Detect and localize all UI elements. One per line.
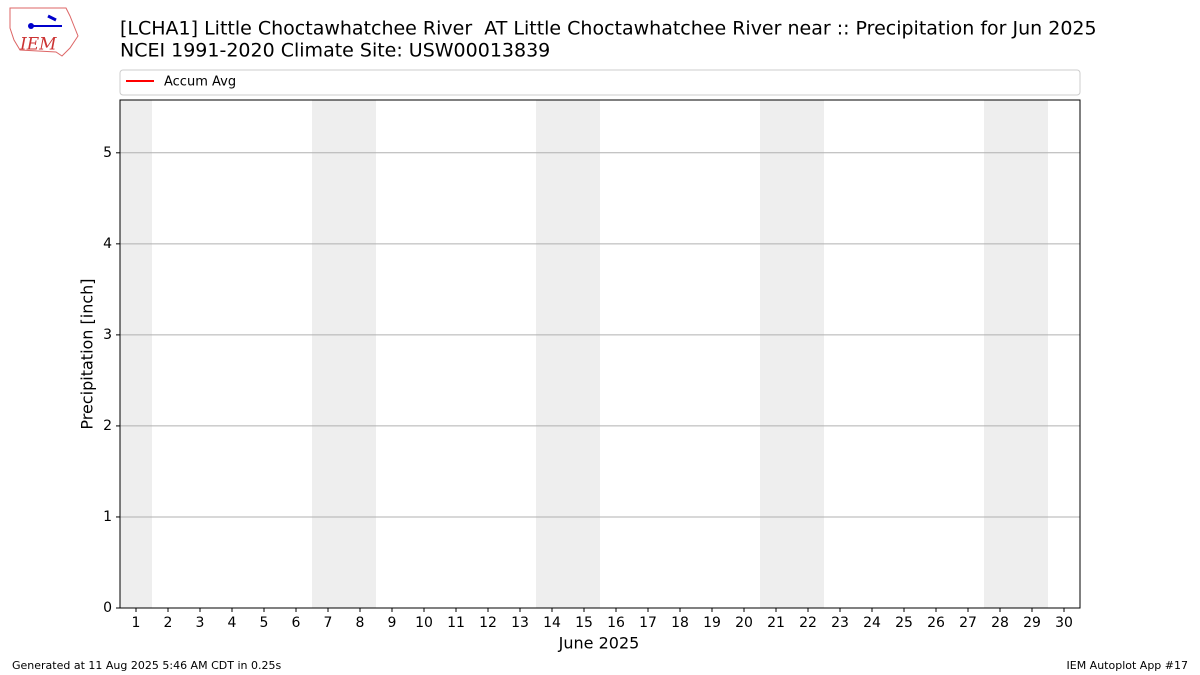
chart-title: [LCHA1] Little Choctawhatchee River AT L… (120, 18, 1097, 40)
weekend-band (984, 100, 1048, 608)
x-tick-label: 6 (292, 615, 301, 631)
footer-right: IEM Autoplot App #17 (1067, 659, 1189, 672)
x-tick-label: 12 (479, 615, 497, 631)
x-tick-label: 15 (575, 615, 593, 631)
x-tick-label: 24 (863, 615, 881, 631)
x-tick-label: 3 (196, 615, 205, 631)
x-tick-label: 23 (831, 615, 849, 631)
x-tick-label: 9 (388, 615, 397, 631)
x-tick-label: 21 (767, 615, 785, 631)
x-tick-label: 26 (927, 615, 945, 631)
legend-box (119, 69, 1081, 96)
x-axis-label: June 2025 (558, 634, 640, 653)
x-tick-label: 1 (132, 615, 141, 631)
weekend-band (120, 100, 152, 608)
x-tick-label: 5 (260, 615, 269, 631)
x-tick-label: 4 (228, 615, 237, 631)
weekend-band (312, 100, 376, 608)
x-tick-label: 22 (799, 615, 817, 631)
x-tick-label: 8 (356, 615, 365, 631)
y-tick-label: 5 (103, 145, 112, 161)
x-tick-label: 20 (735, 615, 753, 631)
y-axis-label: Precipitation [inch] (78, 278, 97, 429)
weekend-band (536, 100, 600, 608)
legend-label: Accum Avg (164, 75, 236, 90)
logo: IEM (9, 7, 79, 57)
y-tick-label: 0 (103, 600, 112, 616)
x-tick-label: 25 (895, 615, 913, 631)
y-tick-label: 4 (103, 236, 112, 252)
x-tick-label: 14 (543, 615, 561, 631)
x-tick-label: 18 (671, 615, 689, 631)
x-tick-label: 30 (1055, 615, 1073, 631)
x-tick-label: 7 (324, 615, 333, 631)
x-tick-label: 17 (639, 615, 657, 631)
y-tick-label: 3 (103, 327, 112, 343)
x-tick-label: 10 (415, 615, 433, 631)
y-tick-label: 2 (103, 418, 112, 434)
weekend-band (760, 100, 824, 608)
x-tick-label: 29 (1023, 615, 1041, 631)
x-tick-label: 2 (164, 615, 173, 631)
x-tick-label: 16 (607, 615, 625, 631)
logo-text: IEM (19, 35, 57, 55)
x-tick-label: 11 (447, 615, 465, 631)
plot-frame (119, 99, 1081, 609)
chart-subtitle: NCEI 1991-2020 Climate Site: USW00013839 (120, 40, 550, 62)
x-tick-label: 28 (991, 615, 1009, 631)
x-tick-label: 27 (959, 615, 977, 631)
x-tick-label: 13 (511, 615, 529, 631)
x-tick-label: 19 (703, 615, 721, 631)
footer-left: Generated at 11 Aug 2025 5:46 AM CDT in … (12, 659, 281, 672)
y-tick-label: 1 (103, 509, 112, 525)
